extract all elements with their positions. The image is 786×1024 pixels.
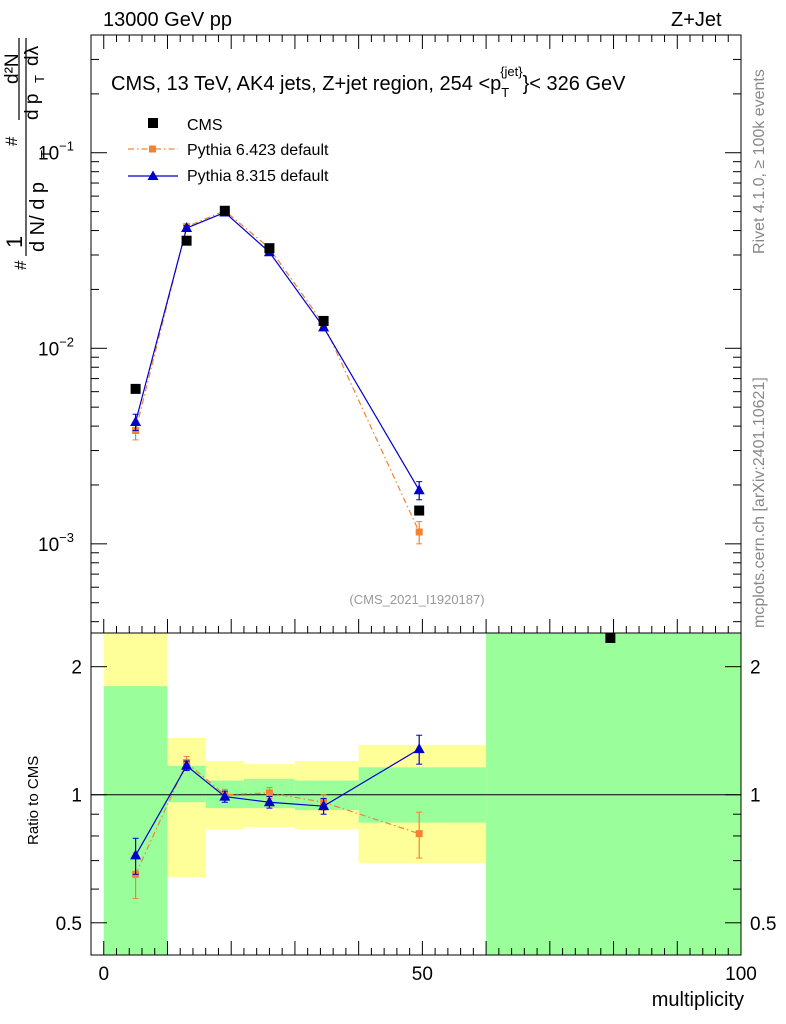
main-pythia8-point [181, 222, 193, 233]
ratio-y-tick-label: 1 [750, 786, 761, 807]
x-tick-label: 0 [98, 964, 109, 985]
main-cms-point [181, 235, 192, 246]
main-cms-point [219, 205, 230, 216]
ratio-frame [90, 632, 742, 956]
chart-title: CMS, 13 TeV, AK4 jets, Z+jet region, 254… [111, 64, 626, 100]
rivet-version-label: Rivet 4.1.0, ≥ 100k events [751, 69, 768, 254]
ratio-y-axis-label: Ratio to CMS [25, 756, 42, 845]
svg-text:d p: d p [22, 94, 43, 120]
header-analysis: Z+Jet [671, 9, 722, 31]
legend-pythia8-label: Pythia 8.315 default [187, 168, 329, 185]
legend-entry-pythia8: Pythia 8.315 default [128, 168, 329, 185]
ratio-pythia8-point [130, 849, 142, 860]
ratio-y-tick-label: 2 [750, 658, 761, 679]
main-pythia8-point [413, 484, 425, 495]
ratio-pythia8-line [135, 748, 420, 856]
ratio-y-tick-label: 0.5 [56, 914, 82, 935]
main-pythia6-line [135, 210, 420, 533]
svg-text:T: T [38, 150, 53, 158]
svg-text:dλ: dλ [22, 45, 43, 66]
legend-pythia6-label: Pythia 6.423 default [187, 142, 329, 159]
ratio-pythia6-point [415, 830, 423, 838]
svg-text:d N/ d p: d N/ d p [27, 182, 49, 252]
svg-text:d²N: d²N [2, 53, 23, 84]
x-tick-label: 100 [725, 964, 757, 985]
legend: CMS Pythia 6.423 default Pythia 8.315 de… [128, 117, 329, 185]
legend-pythia6-marker [149, 145, 156, 153]
legend-entry-cms: CMS [148, 117, 223, 134]
main-y-tick-label: 10−2 [38, 334, 74, 360]
ratio-green-band [167, 765, 206, 803]
ratio-y-tick-label: 2 [71, 658, 82, 679]
legend-entry-pythia6: Pythia 6.423 default [128, 142, 329, 159]
ratio-pythia8-point [219, 790, 231, 801]
main-cms-point [318, 315, 329, 326]
main-pythia8-point [130, 415, 142, 426]
main-cms-point [264, 243, 275, 254]
main-y-tick-label: 10−3 [38, 530, 74, 556]
main-y-axis-label: # 1 d N/ d p T # d²N d p T dλ [2, 38, 53, 270]
analysis-watermark: (CMS_2021_I1920187) [349, 592, 484, 607]
ratio-pythia6-line [135, 761, 420, 875]
main-cms-point [414, 505, 425, 516]
main-cms-point [130, 383, 141, 394]
legend-pythia8-marker [147, 170, 159, 180]
legend-cms-label: CMS [187, 117, 223, 134]
main-cms-point [605, 632, 616, 643]
ratio-pythia8-point [181, 759, 193, 770]
ratio-pythia8-point [318, 800, 330, 811]
main-pythia8-point [318, 321, 330, 332]
main-pythia8-line [135, 211, 420, 491]
svg-text:#: # [11, 260, 30, 270]
ratio-y-tick-label: 1 [71, 786, 82, 807]
legend-cms-marker [148, 118, 158, 128]
ratio-green-band [486, 633, 741, 955]
mcplots-credit-label: mcplots.cern.ch [arXiv:2401.10621] [751, 377, 768, 628]
main-pythia6-point [415, 528, 423, 536]
ratio-y-tick-label: 0.5 [750, 914, 776, 935]
svg-text:T: T [32, 75, 47, 83]
svg-text:#: # [2, 136, 21, 146]
header-process: 13000 GeV pp [103, 9, 232, 31]
svg-text:1: 1 [2, 236, 27, 248]
x-axis-label: multiplicity [652, 989, 744, 1011]
ratio-green-band [103, 686, 168, 955]
ratio-pythia8-point [413, 743, 425, 754]
ratio-pythia8-point [263, 796, 275, 807]
ratio-pythia6-point [265, 789, 273, 797]
x-tick-label: 50 [412, 964, 433, 985]
